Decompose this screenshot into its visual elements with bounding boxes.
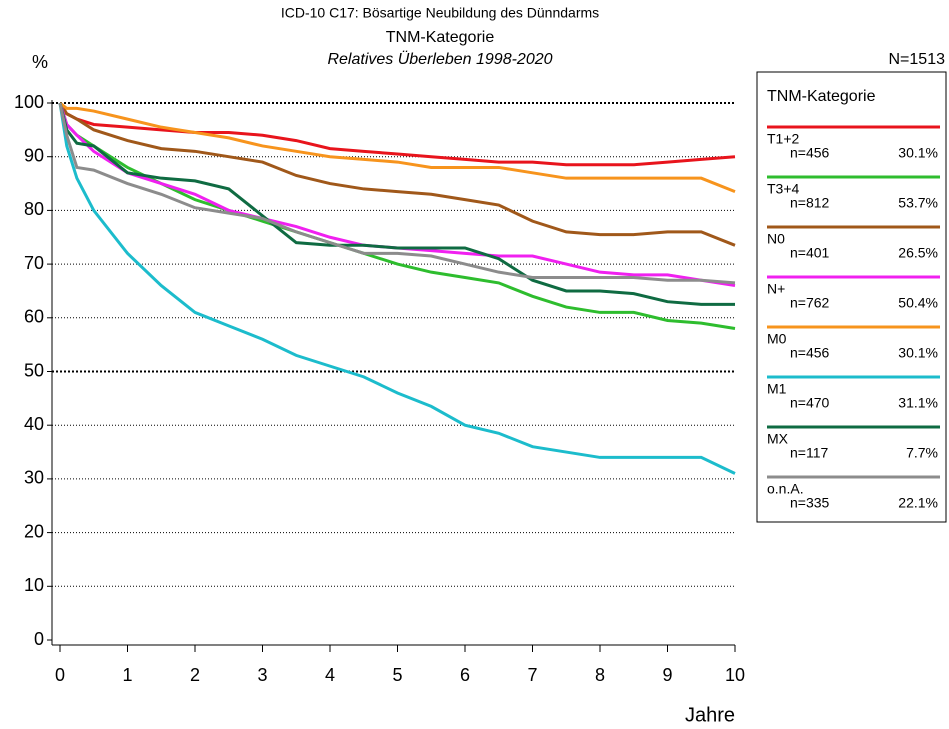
x-tick-label: 5: [392, 665, 402, 685]
legend-name: T1+2: [767, 131, 800, 147]
legend-count: n=401: [790, 245, 830, 261]
legend-name: N+: [767, 281, 785, 297]
legend-name: M1: [767, 381, 787, 397]
x-tick-label: 2: [190, 665, 200, 685]
total-count: N=1513: [889, 51, 946, 68]
x-tick-label: 3: [257, 665, 267, 685]
legend-count: n=812: [790, 195, 830, 211]
y-tick-label: 20: [24, 521, 44, 541]
x-axis-label: Jahre: [685, 704, 735, 726]
legend-name: M0: [767, 331, 787, 347]
x-tick-label: 4: [325, 665, 335, 685]
legend-share: 30.1%: [898, 345, 938, 361]
x-tick-label: 6: [460, 665, 470, 685]
x-tick-label: 7: [527, 665, 537, 685]
y-tick-label: 60: [24, 307, 44, 327]
legend-share: 50.4%: [898, 295, 938, 311]
x-tick-label: 9: [662, 665, 672, 685]
chart-subtitle: TNM-Kategorie: [386, 29, 495, 46]
x-tick-label: 0: [55, 665, 65, 685]
legend-box: [756, 71, 947, 523]
chart-subtitle2: Relatives Überleben 1998-2020: [327, 50, 552, 68]
legend-name: MX: [767, 431, 789, 447]
legend-name: N0: [767, 231, 785, 247]
y-tick-label: 40: [24, 414, 44, 434]
y-tick-label: 30: [24, 468, 44, 488]
survival-line: [58, 102, 736, 475]
chart-title: ICD-10 C17: Bösartige Neubildung des Dün…: [281, 5, 599, 21]
x-tick-label: 1: [122, 665, 132, 685]
legend-count: n=117: [790, 445, 828, 461]
legend-count: n=335: [790, 495, 830, 511]
legend-count: n=762: [790, 295, 830, 311]
legend-share: 53.7%: [898, 195, 938, 211]
y-tick-label: 90: [24, 145, 44, 165]
legend-name: o.n.A.: [767, 481, 804, 497]
survival-line: [58, 102, 736, 247]
legend-count: n=456: [790, 345, 830, 361]
y-tick-label: 10: [24, 575, 44, 595]
y-tick-label: 70: [24, 253, 44, 273]
legend-count: n=470: [790, 395, 830, 411]
survival-line: [58, 102, 735, 306]
legend-count: n=456: [790, 145, 830, 161]
y-axis-label: %: [32, 52, 48, 72]
legend-share: 7.7%: [906, 445, 938, 461]
x-tick-label: 8: [595, 665, 605, 685]
y-tick-label: 80: [24, 199, 44, 219]
x-tick-label: 10: [725, 665, 745, 685]
y-tick-label: 0: [34, 629, 44, 649]
legend-share: 30.1%: [898, 145, 938, 161]
legend-share: 26.5%: [898, 245, 938, 261]
survival-line: [59, 101, 736, 193]
legend-share: 31.1%: [898, 395, 938, 411]
survival-line: [58, 102, 736, 285]
legend-name: T3+4: [767, 181, 800, 197]
legend-share: 22.1%: [898, 495, 938, 511]
y-tick-label: 100: [14, 92, 44, 112]
legend-title: TNM-Kategorie: [767, 88, 876, 105]
y-tick-label: 50: [24, 360, 44, 380]
survival-line: [58, 102, 736, 167]
